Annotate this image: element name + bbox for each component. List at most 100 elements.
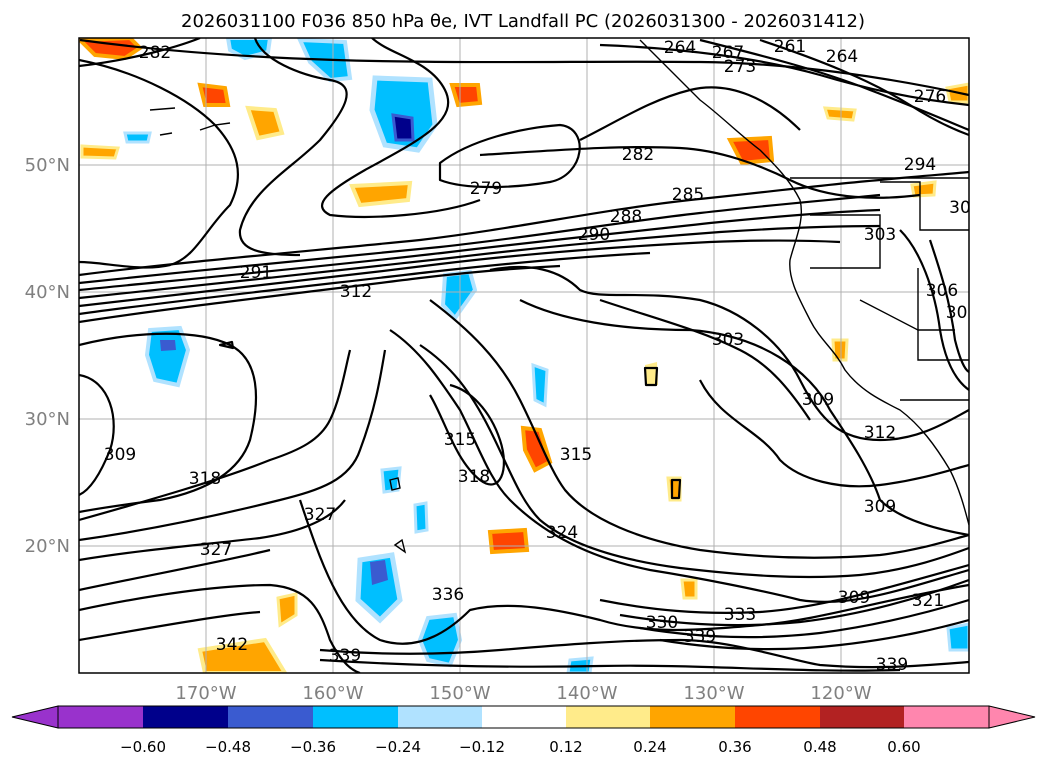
contour-line [79,373,115,497]
contour-line [519,299,969,537]
contour-label: 306 [946,303,978,323]
shading-patch [355,552,403,624]
lat-tick-labels: 50°N 40°N 30°N 20°N [25,155,70,557]
contour-line [79,583,361,673]
colorbar-tick-label: −0.12 [459,738,505,756]
colorbar-tick-label: 0.24 [633,738,666,756]
contour-label: 291 [240,263,272,283]
colorbar-block [650,706,735,728]
shading-patch [520,425,553,473]
colorbar-block [904,706,989,728]
contour-label: 290 [578,225,610,245]
colorbar-tick-labels: −0.60 −0.48 −0.36 −0.24 −0.12 0.12 0.24 … [120,738,921,756]
colorbar-tick-label: −0.60 [120,738,166,756]
contour-line [79,193,881,285]
contour-line [599,563,969,614]
contour-label: 339 [684,627,716,647]
map-panel: 282 264 267 261 264 273 276 282 279 285 … [78,37,978,674]
state-border [859,299,969,361]
colorbar-block [228,706,313,728]
contour-label: 342 [216,635,248,655]
contour-line [79,208,881,292]
contour-line [599,43,969,107]
contour-label: 321 [912,591,944,611]
contour-label: 318 [189,469,221,489]
contour-label: 309 [864,497,896,517]
contour-line [319,658,901,672]
shading-patch [531,362,549,408]
contour-label: 324 [546,523,578,543]
contour-label: 315 [444,430,476,450]
contour-label: 339 [329,646,361,666]
contour-label: 276 [914,87,946,107]
colorbar-block [313,706,398,728]
contour-line [79,548,271,592]
contour-label: 267 [712,43,744,63]
contour-line [79,251,651,316]
contour-line [643,366,659,387]
shading-patch [144,325,191,388]
shading-patch [822,106,857,122]
state-border [880,181,969,231]
contour-label: 288 [610,207,642,227]
shading-layer [79,38,969,673]
shading-patch [349,180,413,208]
map-title: 2026031100 F036 850 hPa θe, IVT Landfall… [181,11,865,32]
state-border [917,268,955,331]
shading-patch [80,144,120,160]
lon-tick-label: 170°W [175,683,236,704]
graticule [79,38,969,673]
shading-patch [680,578,698,600]
colorbar-tick-label: 0.48 [803,738,836,756]
shading-patch [123,131,152,144]
lon-tick-labels: 170°W 160°W 150°W 140°W 130°W 120°W [175,683,871,704]
contour-label: 264 [826,47,858,67]
contour-line [429,299,969,559]
shading-patch [160,340,176,351]
contour-line [479,145,921,199]
contour-label: 309 [104,445,136,465]
contour-line [79,170,969,277]
colorbar-extend-max [988,705,1036,729]
theta-e-contours [79,38,969,673]
contour-label: 303 [712,330,744,350]
contour-label: 303 [864,225,896,245]
shading-patch [413,501,429,534]
colorbar-block [398,706,482,728]
contour-label: 312 [340,282,372,302]
colorbar-tick-label: −0.48 [205,738,251,756]
contour-line [319,638,969,669]
contour-label: 312 [864,423,896,443]
contour-line [759,38,969,137]
lat-tick-label: 20°N [25,536,70,557]
shading-patch [726,135,775,166]
contour-line [79,499,346,562]
shading-patch [197,637,288,673]
contour-line [429,383,505,486]
island [389,477,407,554]
contour-label: 318 [458,467,490,487]
shading-patch [487,527,530,555]
contour-label: 30 [949,198,971,218]
contour-label: 327 [304,505,336,525]
contour-line [79,264,561,324]
contour-line [79,349,352,522]
colorbar-block [58,706,143,728]
island-chain [149,107,231,136]
colorbar-block [820,706,904,728]
shading-patch [449,83,483,108]
contour-line [79,224,881,300]
shading-patch [391,113,415,142]
contour-line [298,499,969,645]
contour-label: 327 [200,540,232,560]
colorbar-tick-label: −0.36 [290,738,336,756]
contour-line [238,38,348,257]
colorbar-block [566,706,650,728]
contour-label: 264 [664,38,696,58]
contour-label: 261 [774,37,806,57]
contour-label: 306 [926,281,958,301]
shading-patch [245,105,285,141]
lat-tick-label: 30°N [25,409,70,430]
colorbar-tick-label: 0.12 [549,738,582,756]
contour-line [79,610,261,642]
